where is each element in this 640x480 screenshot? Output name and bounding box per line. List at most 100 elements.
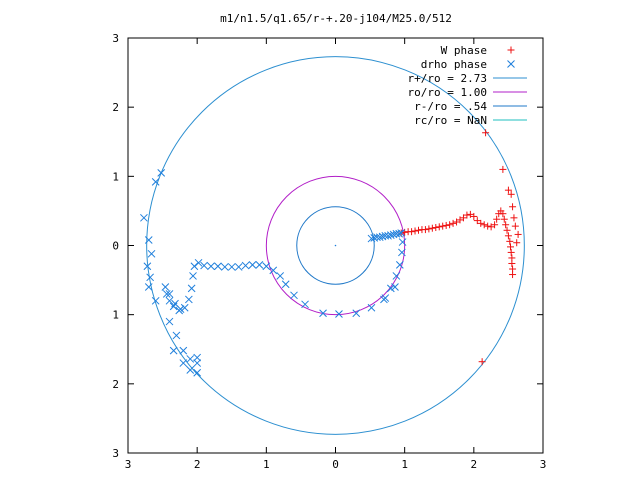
data-point — [507, 190, 515, 198]
marker-stroke — [373, 233, 381, 242]
x-tick-label: 1 — [263, 458, 270, 471]
data-point — [493, 215, 501, 223]
data-point — [176, 305, 185, 313]
data-point — [500, 215, 508, 223]
marker-stroke — [248, 261, 257, 269]
data-point — [227, 263, 236, 271]
data-point — [508, 259, 516, 267]
marker-stroke — [389, 230, 398, 239]
data-point — [386, 284, 395, 293]
origin-dot — [334, 244, 337, 247]
data-point — [241, 261, 250, 270]
data-point — [301, 300, 309, 309]
x-tick-label: 1 — [401, 458, 408, 471]
data-point — [255, 261, 264, 269]
data-point — [503, 226, 511, 234]
marker-stroke — [301, 300, 309, 309]
marker-stroke — [144, 283, 153, 291]
data-point — [281, 280, 290, 289]
data-point — [165, 296, 174, 305]
data-point — [161, 283, 170, 291]
data-point — [143, 262, 152, 271]
data-point — [392, 272, 401, 280]
circle-1 — [265, 175, 406, 316]
data-point — [189, 272, 197, 280]
data-point — [470, 212, 478, 220]
data-point — [514, 230, 522, 238]
data-point — [262, 262, 271, 271]
data-point — [319, 309, 327, 318]
marker-stroke — [386, 231, 395, 239]
marker-stroke — [392, 272, 401, 280]
x-tick-label: 0 — [332, 458, 339, 471]
x-tick-label: 2 — [194, 458, 201, 471]
marker-stroke — [193, 368, 202, 377]
marker-stroke — [157, 169, 166, 177]
data-point — [186, 366, 195, 374]
marker-stroke — [161, 283, 170, 291]
marker-stroke — [269, 266, 278, 275]
marker-stroke — [290, 291, 298, 300]
data-point — [151, 296, 160, 305]
data-point — [367, 303, 376, 312]
data-point — [187, 284, 196, 293]
marker-stroke — [276, 272, 285, 280]
data-point — [439, 222, 447, 230]
marker-stroke — [391, 283, 399, 291]
marker-stroke — [171, 299, 179, 308]
data-point — [381, 294, 390, 302]
legend-label: drho phase — [421, 58, 487, 71]
data-point — [504, 232, 512, 240]
marker-stroke — [187, 284, 196, 293]
marker-stroke — [185, 295, 193, 304]
legend-label: ro/ro = 1.00 — [408, 86, 487, 99]
data-point — [144, 236, 153, 244]
data-point — [395, 261, 404, 269]
legend-label: rc/ro = NaN — [414, 114, 487, 127]
data-point — [395, 229, 403, 238]
data-point — [510, 214, 518, 222]
marker-stroke — [180, 303, 189, 312]
data-point — [398, 238, 407, 246]
data-point — [207, 262, 215, 271]
marker-stroke — [189, 272, 197, 280]
data-point — [511, 222, 519, 230]
data-point — [425, 225, 433, 233]
data-point — [432, 224, 440, 232]
data-point — [200, 261, 208, 270]
marker-stroke — [507, 60, 515, 68]
data-point — [398, 248, 406, 257]
data-point — [190, 262, 199, 271]
data-point — [463, 211, 471, 219]
data-point — [506, 243, 514, 251]
y-tick-label: 0 — [112, 240, 119, 253]
marker-stroke — [381, 294, 390, 302]
marker-stroke — [375, 233, 384, 242]
y-tick-label: 1 — [112, 170, 119, 183]
legend-label: r+/ro = 2.73 — [408, 72, 487, 85]
data-point — [179, 346, 188, 355]
data-point — [162, 290, 171, 298]
legend-label: r-/ro = .54 — [414, 100, 487, 113]
data-point — [146, 273, 154, 282]
marker-stroke — [165, 317, 174, 326]
y-tick-label: 3 — [112, 32, 119, 45]
marker-stroke — [352, 309, 361, 318]
data-point — [491, 221, 499, 229]
marker-stroke — [200, 261, 208, 270]
marker-stroke — [179, 346, 188, 355]
marker-stroke — [386, 284, 395, 293]
data-point — [140, 213, 148, 222]
marker-stroke — [165, 290, 174, 298]
data-point — [421, 226, 429, 234]
data-point — [179, 359, 188, 367]
data-point — [147, 249, 156, 258]
marker-stroke — [172, 331, 181, 340]
marker-stroke — [151, 178, 160, 186]
marker-stroke — [370, 234, 379, 242]
chart-title: m1/n1.5/q1.65/r-+.20-j104/M25.0/512 — [220, 12, 452, 25]
data-point — [509, 203, 517, 211]
x-tick-label: 3 — [540, 458, 547, 471]
